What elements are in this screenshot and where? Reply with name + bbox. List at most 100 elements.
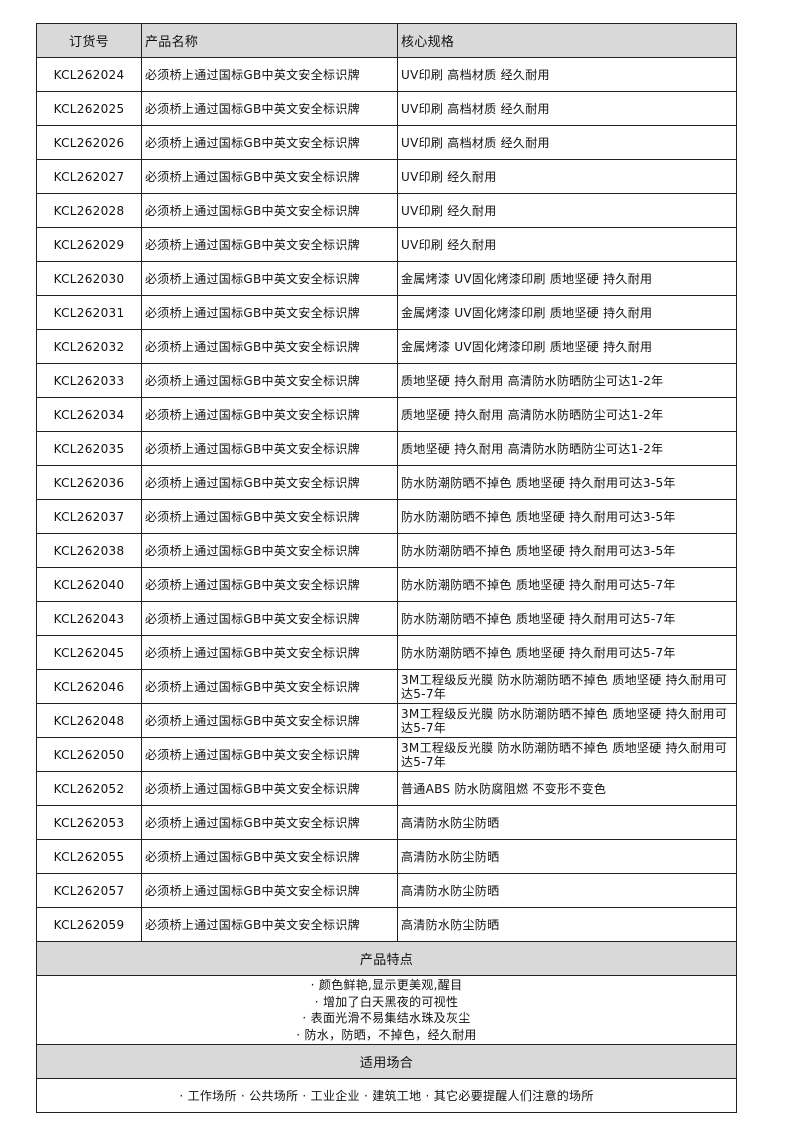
spec-cell: UV印刷 高档材质 经久耐用	[397, 125, 737, 160]
order-no-cell: KCL262028	[36, 193, 142, 228]
order-no-cell: KCL262057	[36, 873, 142, 908]
spec-cell: 普通ABS 防水防腐阻燃 不变形不变色	[397, 771, 737, 806]
table-row: KCL262029 必须桥上通过国标GB中英文安全标识牌 UV印刷 经久耐用	[36, 227, 737, 262]
spec-cell: 高清防水防尘防晒	[397, 873, 737, 908]
order-no-cell: KCL262030	[36, 261, 142, 296]
order-no-cell: KCL262031	[36, 295, 142, 330]
spec-cell: 金属烤漆 UV固化烤漆印刷 质地坚硬 持久耐用	[397, 329, 737, 364]
spec-cell: 金属烤漆 UV固化烤漆印刷 质地坚硬 持久耐用	[397, 261, 737, 296]
spec-cell: 防水防潮防晒不掉色 质地坚硬 持久耐用可达3-5年	[397, 533, 737, 568]
header-order-no: 订货号	[36, 23, 142, 58]
spec-cell: 3M工程级反光膜 防水防潮防晒不掉色 质地坚硬 持久耐用可达5-7年	[397, 703, 737, 738]
table-row: KCL262059 必须桥上通过国标GB中英文安全标识牌 高清防水防尘防晒	[36, 907, 737, 942]
order-no-cell: KCL262027	[36, 159, 142, 194]
table-row: KCL262053 必须桥上通过国标GB中英文安全标识牌 高清防水防尘防晒	[36, 805, 737, 840]
spec-cell: 高清防水防尘防晒	[397, 839, 737, 874]
product-name-cell: 必须桥上通过国标GB中英文安全标识牌	[141, 635, 398, 670]
spec-cell: 质地坚硬 持久耐用 高清防水防晒防尘可达1-2年	[397, 397, 737, 432]
features-list: · 颜色鲜艳,显示更美观,醒目 · 增加了白天黑夜的可视性 · 表面光滑不易集结水珠…	[36, 975, 737, 1045]
table-row: KCL262035 必须桥上通过国标GB中英文安全标识牌 质地坚硬 持久耐用 高清防…	[36, 431, 737, 466]
table-row: KCL262030 必须桥上通过国标GB中英文安全标识牌 金属烤漆 UV固化烤漆印刷…	[36, 261, 737, 296]
table-row: KCL262033 必须桥上通过国标GB中英文安全标识牌 质地坚硬 持久耐用 高清防…	[36, 363, 737, 398]
product-name-cell: 必须桥上通过国标GB中英文安全标识牌	[141, 227, 398, 262]
product-name-cell: 必须桥上通过国标GB中英文安全标识牌	[141, 907, 398, 942]
order-no-cell: KCL262046	[36, 669, 142, 704]
feature-item: · 增加了白天黑夜的可视性	[314, 994, 459, 1009]
product-name-cell: 必须桥上通过国标GB中英文安全标识牌	[141, 431, 398, 466]
feature-item: · 颜色鲜艳,显示更美观,醒目	[310, 978, 463, 992]
product-name-cell: 必须桥上通过国标GB中英文安全标识牌	[141, 91, 398, 126]
order-no-cell: KCL262032	[36, 329, 142, 364]
product-name-cell: 必须桥上通过国标GB中英文安全标识牌	[141, 805, 398, 840]
product-name-cell: 必须桥上通过国标GB中英文安全标识牌	[141, 261, 398, 296]
features-title: 产品特点	[36, 941, 737, 976]
table-row: KCL262031 必须桥上通过国标GB中英文安全标识牌 金属烤漆 UV固化烤漆印刷…	[36, 295, 737, 330]
table-row: KCL262038 必须桥上通过国标GB中英文安全标识牌 防水防潮防晒不掉色 质地坚…	[36, 533, 737, 568]
table-row: KCL262032 必须桥上通过国标GB中英文安全标识牌 金属烤漆 UV固化烤漆印刷…	[36, 329, 737, 364]
table-row: KCL262037 必须桥上通过国标GB中英文安全标识牌 防水防潮防晒不掉色 质地坚…	[36, 499, 737, 534]
order-no-cell: KCL262029	[36, 227, 142, 262]
spec-cell: UV印刷 高档材质 经久耐用	[397, 57, 737, 92]
order-no-cell: KCL262053	[36, 805, 142, 840]
product-name-cell: 必须桥上通过国标GB中英文安全标识牌	[141, 499, 398, 534]
features-header-row: 产品特点	[36, 941, 737, 976]
table-row: KCL262027 必须桥上通过国标GB中英文安全标识牌 UV印刷 经久耐用	[36, 159, 737, 194]
spec-cell: UV印刷 经久耐用	[397, 193, 737, 228]
order-no-cell: KCL262050	[36, 737, 142, 772]
order-no-cell: KCL262034	[36, 397, 142, 432]
spec-cell: 质地坚硬 持久耐用 高清防水防晒防尘可达1-2年	[397, 431, 737, 466]
features-row: · 颜色鲜艳,显示更美观,醒目 · 增加了白天黑夜的可视性 · 表面光滑不易集结水珠…	[36, 975, 737, 1045]
product-name-cell: 必须桥上通过国标GB中英文安全标识牌	[141, 737, 398, 772]
spec-cell: UV印刷 经久耐用	[397, 159, 737, 194]
table-row: KCL262034 必须桥上通过国标GB中英文安全标识牌 质地坚硬 持久耐用 高清防…	[36, 397, 737, 432]
order-no-cell: KCL262026	[36, 125, 142, 160]
product-name-cell: 必须桥上通过国标GB中英文安全标识牌	[141, 397, 398, 432]
spec-cell: 3M工程级反光膜 防水防潮防晒不掉色 质地坚硬 持久耐用可达5-7年	[397, 737, 737, 772]
order-no-cell: KCL262043	[36, 601, 142, 636]
usage-row: · 工作场所 · 公共场所 · 工业企业 · 建筑工地 · 其它必要提醒人们注意…	[36, 1078, 737, 1113]
table-header-row: 订货号 产品名称 核心规格	[36, 23, 737, 58]
product-name-cell: 必须桥上通过国标GB中英文安全标识牌	[141, 57, 398, 92]
order-no-cell: KCL262025	[36, 91, 142, 126]
product-name-cell: 必须桥上通过国标GB中英文安全标识牌	[141, 329, 398, 364]
table-row: KCL262026 必须桥上通过国标GB中英文安全标识牌 UV印刷 高档材质 经久耐…	[36, 125, 737, 160]
product-name-cell: 必须桥上通过国标GB中英文安全标识牌	[141, 159, 398, 194]
spec-cell: 防水防潮防晒不掉色 质地坚硬 持久耐用可达5-7年	[397, 567, 737, 602]
spec-cell: 防水防潮防晒不掉色 质地坚硬 持久耐用可达5-7年	[397, 635, 737, 670]
order-no-cell: KCL262024	[36, 57, 142, 92]
usage-text: · 工作场所 · 公共场所 · 工业企业 · 建筑工地 · 其它必要提醒人们注意…	[36, 1078, 737, 1113]
header-spec: 核心规格	[397, 23, 737, 58]
product-name-cell: 必须桥上通过国标GB中英文安全标识牌	[141, 533, 398, 568]
product-name-cell: 必须桥上通过国标GB中英文安全标识牌	[141, 669, 398, 704]
table-row: KCL262052 必须桥上通过国标GB中英文安全标识牌 普通ABS 防水防腐阻燃 …	[36, 771, 737, 806]
order-no-cell: KCL262040	[36, 567, 142, 602]
table-row: KCL262036 必须桥上通过国标GB中英文安全标识牌 防水防潮防晒不掉色 质地坚…	[36, 465, 737, 500]
product-name-cell: 必须桥上通过国标GB中英文安全标识牌	[141, 295, 398, 330]
table-row: KCL262040 必须桥上通过国标GB中英文安全标识牌 防水防潮防晒不掉色 质地坚…	[36, 567, 737, 602]
product-name-cell: 必须桥上通过国标GB中英文安全标识牌	[141, 193, 398, 228]
table-row: KCL262025 必须桥上通过国标GB中英文安全标识牌 UV印刷 高档材质 经久耐…	[36, 91, 737, 126]
spec-cell: 质地坚硬 持久耐用 高清防水防晒防尘可达1-2年	[397, 363, 737, 398]
product-name-cell: 必须桥上通过国标GB中英文安全标识牌	[141, 363, 398, 398]
product-table: 订货号 产品名称 核心规格 KCL262024 必须桥上通过国标GB中英文安全标识…	[36, 23, 737, 1113]
spec-cell: 防水防潮防晒不掉色 质地坚硬 持久耐用可达3-5年	[397, 499, 737, 534]
order-no-cell: KCL262059	[36, 907, 142, 942]
product-name-cell: 必须桥上通过国标GB中英文安全标识牌	[141, 771, 398, 806]
table-row: KCL262043 必须桥上通过国标GB中英文安全标识牌 防水防潮防晒不掉色 质地坚…	[36, 601, 737, 636]
table-row: KCL262024 必须桥上通过国标GB中英文安全标识牌 UV印刷 高档材质 经久耐…	[36, 57, 737, 92]
table-row: KCL262028 必须桥上通过国标GB中英文安全标识牌 UV印刷 经久耐用	[36, 193, 737, 228]
header-name: 产品名称	[141, 23, 398, 58]
order-no-cell: KCL262037	[36, 499, 142, 534]
order-no-cell: KCL262048	[36, 703, 142, 738]
order-no-cell: KCL262045	[36, 635, 142, 670]
table-row: KCL262057 必须桥上通过国标GB中英文安全标识牌 高清防水防尘防晒	[36, 873, 737, 908]
table-row: KCL262048 必须桥上通过国标GB中英文安全标识牌 3M工程级反光膜 防水防潮…	[36, 703, 737, 738]
spec-cell: 高清防水防尘防晒	[397, 907, 737, 942]
spec-cell: 金属烤漆 UV固化烤漆印刷 质地坚硬 持久耐用	[397, 295, 737, 330]
product-name-cell: 必须桥上通过国标GB中英文安全标识牌	[141, 567, 398, 602]
order-no-cell: KCL262055	[36, 839, 142, 874]
usage-header-row: 适用场合	[36, 1044, 737, 1079]
table-row: KCL262050 必须桥上通过国标GB中英文安全标识牌 3M工程级反光膜 防水防潮…	[36, 737, 737, 772]
table-row: KCL262046 必须桥上通过国标GB中英文安全标识牌 3M工程级反光膜 防水防潮…	[36, 669, 737, 704]
usage-title: 适用场合	[36, 1044, 737, 1079]
